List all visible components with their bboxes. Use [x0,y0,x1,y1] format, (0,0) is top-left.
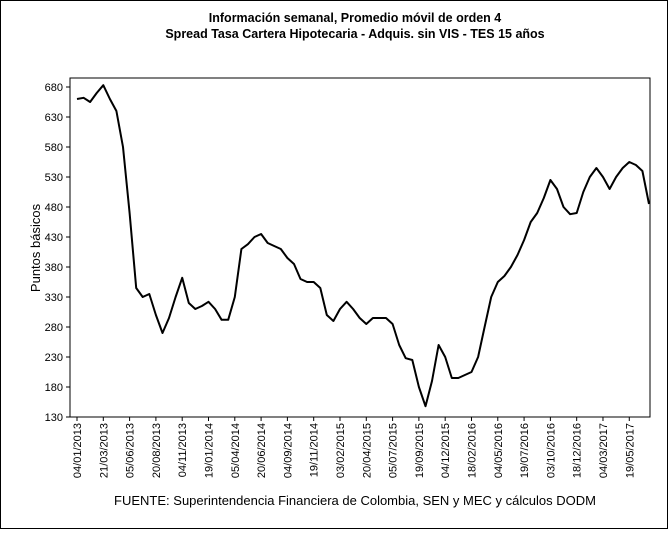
y-tick-label: 330 [45,292,63,304]
plot-area [69,77,651,418]
x-tick-label: 20/08/2013 [151,423,163,478]
y-axis-label: Puntos básicos [28,203,43,292]
x-tick-label: 18/02/2016 [466,423,478,478]
x-tick-label: 04/09/2014 [282,423,294,478]
x-tick-label: 04/11/2013 [177,423,189,477]
y-tick-label: 480 [45,202,63,214]
y-tick-label: 130 [45,412,63,424]
x-tick-label: 20/04/2015 [361,423,373,478]
x-tick-label: 05/06/2013 [125,423,137,478]
chart-title: Información semanal, Promedio móvil de o… [209,11,501,25]
x-tick-label: 04/12/2015 [440,423,452,478]
y-tick-label: 630 [45,112,63,124]
x-tick-label: 18/12/2016 [572,423,584,478]
x-tick-label: 19/05/2017 [624,423,636,478]
x-tick-label: 19/07/2016 [519,423,531,478]
x-tick-label: 03/10/2016 [545,423,557,478]
x-tick-label: 21/03/2013 [98,423,110,478]
x-tick-label: 03/02/2015 [335,423,347,478]
x-tick-label: 19/09/2015 [414,423,426,478]
x-tick-label: 04/03/2017 [598,423,610,478]
x-tick-label: 04/05/2016 [493,423,505,478]
x-tick-label: 05/07/2015 [388,423,400,478]
y-tick-label: 380 [45,262,63,274]
chart-subtitle: Spread Tasa Cartera Hipotecaria - Adquis… [165,27,544,41]
x-tick-label: 20/06/2014 [256,423,268,478]
y-tick-label: 530 [45,172,63,184]
y-tick-label: 230 [45,352,63,364]
y-tick-label: 680 [45,82,63,94]
data-line [76,84,650,408]
x-tick-label: 05/04/2014 [230,423,242,478]
y-tick-label: 180 [45,382,63,394]
y-tick-label: 580 [45,142,63,154]
x-tick-label: 04/01/2013 [72,423,84,478]
y-tick-label: 280 [45,322,63,334]
x-tick-label: 19/01/2014 [203,423,215,478]
source-note: FUENTE: Superintendencia Financiera de C… [114,493,596,508]
x-tick-label: 19/11/2014 [309,423,321,477]
y-tick-label: 430 [45,232,63,244]
